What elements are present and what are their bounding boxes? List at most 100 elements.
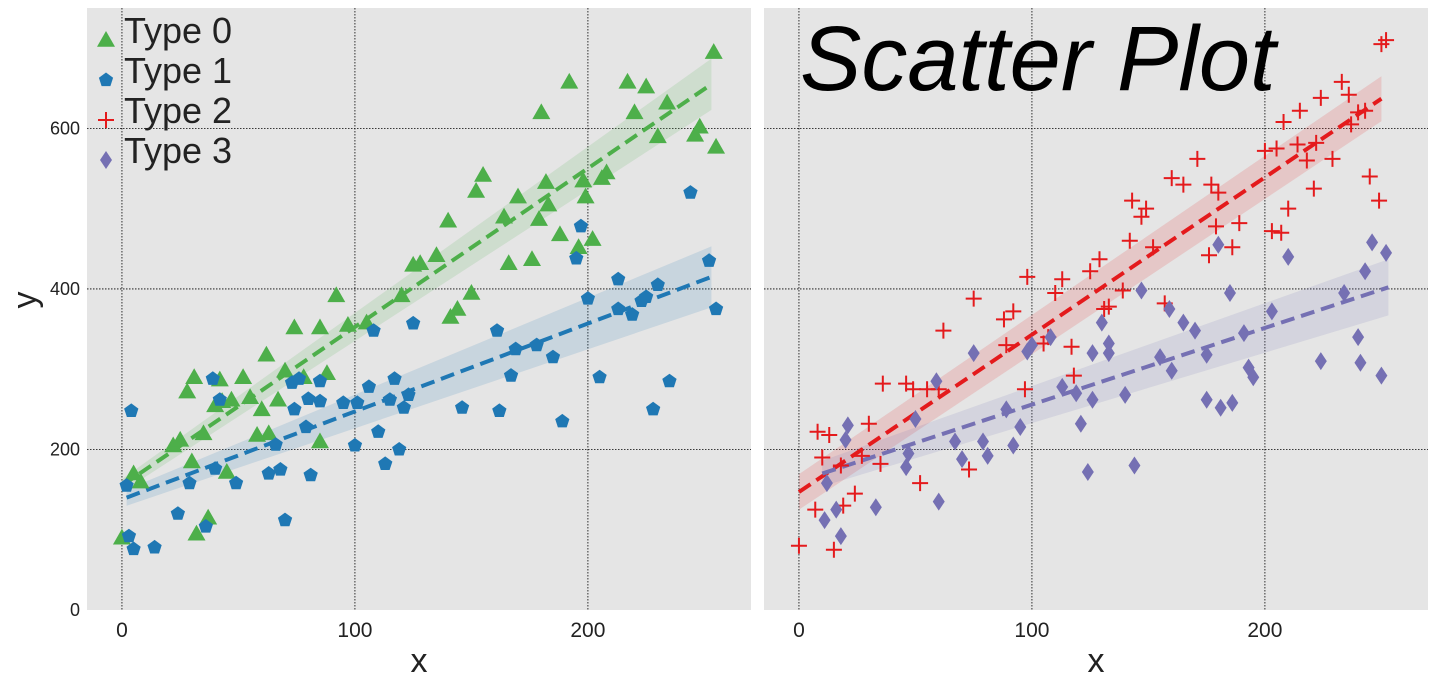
data-point — [807, 501, 824, 518]
data-point — [312, 393, 328, 408]
data-point — [1135, 281, 1148, 300]
x-tick-label: 200 — [570, 619, 605, 642]
left-fit-lines — [120, 82, 713, 500]
data-point — [569, 238, 588, 254]
data-point — [124, 464, 143, 481]
data-point — [646, 401, 661, 416]
data-point — [809, 423, 826, 440]
data-point — [301, 391, 316, 405]
data-point — [832, 457, 849, 474]
data-point — [234, 368, 253, 384]
data-point — [583, 230, 602, 246]
data-point — [392, 286, 411, 303]
data-point — [489, 323, 505, 337]
data-point — [298, 419, 314, 434]
data-point — [576, 187, 595, 204]
data-point — [650, 277, 665, 291]
x-tick-label: 100 — [1014, 619, 1049, 642]
data-point — [212, 392, 227, 406]
data-point — [495, 207, 514, 224]
data-point — [1268, 140, 1285, 157]
data-point — [1340, 86, 1357, 103]
data-point — [818, 511, 831, 530]
data-point — [790, 537, 807, 554]
left-y-ticks: 0 200 400 600 — [50, 118, 80, 620]
data-point — [872, 455, 889, 472]
data-point — [853, 447, 870, 464]
data-point — [912, 475, 929, 492]
data-point — [1070, 384, 1083, 403]
data-point — [1256, 142, 1273, 159]
data-point — [198, 519, 213, 533]
right-x-ticks: 0 100 200 — [793, 619, 1282, 642]
data-point — [846, 485, 863, 502]
data-point — [199, 508, 218, 525]
data-point — [396, 400, 411, 414]
data-point — [1102, 334, 1115, 353]
data-point — [1291, 102, 1308, 119]
data-point — [560, 72, 579, 89]
data-point — [276, 361, 295, 378]
data-point — [949, 432, 962, 451]
legend-marker — [98, 72, 114, 87]
data-point — [1044, 328, 1057, 347]
data-point — [1047, 284, 1064, 301]
data-point — [977, 432, 990, 451]
legend-marker — [100, 151, 112, 169]
data-point — [185, 368, 204, 384]
data-point — [1282, 247, 1295, 266]
data-point — [814, 449, 831, 466]
data-point — [1352, 328, 1365, 347]
data-point — [124, 403, 139, 417]
regression-line — [821, 285, 1390, 476]
data-point — [229, 475, 244, 490]
data-point — [406, 315, 421, 330]
data-point — [1354, 353, 1367, 372]
data-point — [902, 444, 915, 463]
data-point — [1007, 436, 1020, 455]
data-point — [1114, 282, 1131, 299]
regression-line — [120, 82, 713, 488]
data-point — [573, 218, 589, 233]
data-point — [1308, 134, 1325, 151]
data-point — [336, 395, 351, 409]
data-point — [194, 424, 213, 441]
data-point — [956, 450, 969, 469]
data-point — [1175, 176, 1192, 193]
data-point — [170, 506, 185, 520]
data-point — [821, 427, 838, 444]
data-point — [1163, 300, 1176, 318]
data-point — [509, 187, 528, 204]
data-point — [1124, 192, 1141, 209]
data-point — [1000, 400, 1013, 419]
data-point — [569, 250, 584, 265]
data-point — [683, 185, 698, 199]
data-point — [834, 527, 847, 546]
data-point — [427, 246, 446, 262]
legend-entry: Type 2 — [124, 90, 232, 131]
data-point — [1226, 393, 1239, 412]
data-point — [1016, 381, 1033, 398]
data-point — [965, 290, 982, 307]
left-points — [112, 43, 726, 556]
data-point — [662, 373, 677, 388]
data-point — [1102, 344, 1115, 363]
data-point — [1086, 344, 1099, 363]
data-point — [545, 349, 561, 364]
data-point — [350, 395, 365, 409]
data-point — [935, 322, 952, 339]
data-point — [701, 253, 717, 267]
data-point — [1357, 102, 1374, 119]
legend-marker — [98, 112, 114, 128]
data-point — [401, 387, 416, 401]
data-point — [187, 524, 206, 541]
data-point — [1350, 104, 1367, 121]
data-point — [411, 254, 430, 270]
y-tick-label: 400 — [50, 279, 80, 299]
data-point — [1378, 32, 1395, 49]
data-point — [909, 409, 922, 428]
data-point — [387, 371, 402, 385]
regression-line — [797, 97, 1383, 494]
data-point — [1091, 251, 1108, 268]
confidence-band — [822, 259, 1389, 487]
